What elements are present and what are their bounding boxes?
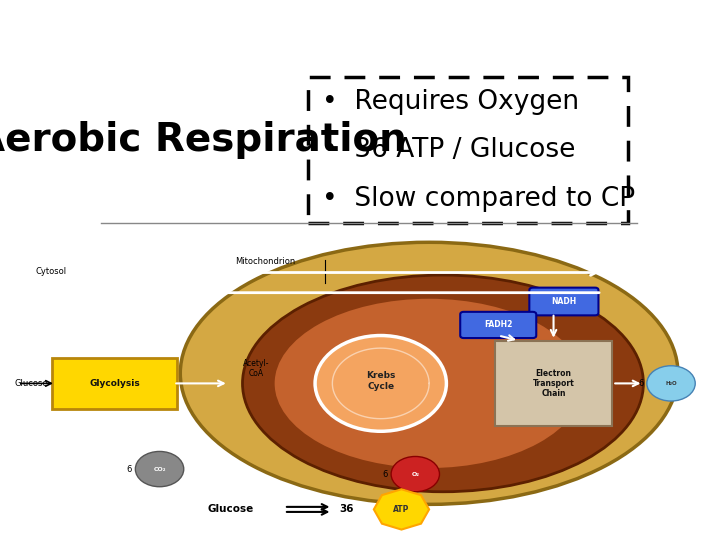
Ellipse shape bbox=[180, 242, 678, 504]
Ellipse shape bbox=[274, 298, 585, 469]
FancyBboxPatch shape bbox=[53, 358, 177, 409]
Text: NADH: NADH bbox=[552, 297, 577, 306]
Ellipse shape bbox=[243, 275, 644, 492]
Text: •  Slow compared to CP: • Slow compared to CP bbox=[322, 186, 635, 212]
Text: CO₂: CO₂ bbox=[153, 467, 166, 471]
Text: Aerobic Respiration: Aerobic Respiration bbox=[0, 120, 406, 159]
Text: Glucose: Glucose bbox=[14, 379, 48, 388]
FancyBboxPatch shape bbox=[460, 312, 536, 338]
Text: ATP: ATP bbox=[393, 505, 410, 514]
Text: 6: 6 bbox=[638, 379, 644, 388]
Text: Cytosol: Cytosol bbox=[35, 267, 66, 276]
Text: FADH2: FADH2 bbox=[484, 320, 513, 329]
Text: •  36 ATP / Glucose: • 36 ATP / Glucose bbox=[322, 137, 575, 163]
Text: •  Requires Oxygen: • Requires Oxygen bbox=[322, 89, 579, 114]
Circle shape bbox=[391, 456, 439, 492]
Text: Glucose: Glucose bbox=[208, 504, 254, 515]
FancyBboxPatch shape bbox=[529, 288, 598, 315]
Text: 36: 36 bbox=[339, 504, 354, 515]
Circle shape bbox=[647, 366, 696, 401]
Text: Glycolysis: Glycolysis bbox=[89, 379, 140, 388]
Circle shape bbox=[315, 335, 446, 431]
Text: 6: 6 bbox=[382, 470, 387, 478]
FancyBboxPatch shape bbox=[495, 341, 612, 426]
Text: 6: 6 bbox=[127, 464, 132, 474]
Text: Mitochondrion: Mitochondrion bbox=[235, 258, 296, 266]
Circle shape bbox=[135, 451, 184, 487]
Text: Electron
Transport
Chain: Electron Transport Chain bbox=[533, 368, 575, 399]
Text: Acetyl-
CoA: Acetyl- CoA bbox=[243, 359, 269, 378]
Text: Krebs
Cycle: Krebs Cycle bbox=[366, 371, 395, 390]
Text: H₂O: H₂O bbox=[665, 381, 677, 386]
Text: O₂: O₂ bbox=[411, 471, 419, 477]
